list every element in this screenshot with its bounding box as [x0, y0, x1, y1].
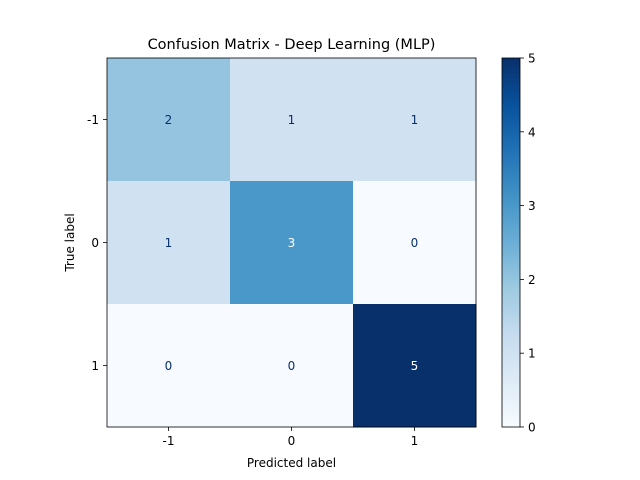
cell-value-label: 1	[288, 113, 296, 127]
colorbar-tick-label: 4	[528, 125, 536, 139]
cell-value-label: 0	[411, 236, 419, 250]
heatmap-cell	[107, 58, 231, 182]
heatmap-cell	[230, 58, 354, 182]
y-tick-label: -1	[87, 113, 99, 127]
heatmap-cell	[107, 304, 231, 428]
colorbar-tick-label: 0	[528, 421, 536, 435]
chart-title: Confusion Matrix - Deep Learning (MLP)	[148, 37, 436, 53]
x-axis-label: Predicted label	[247, 456, 336, 470]
x-tick-label: 1	[411, 434, 419, 448]
heatmap-cell	[230, 304, 354, 428]
colorbar-tick-label: 2	[528, 273, 536, 287]
y-axis-label: True label	[63, 213, 77, 272]
colorbar-tick-label: 5	[528, 52, 536, 66]
cell-value-label: 0	[165, 359, 173, 373]
cell-value-label: 5	[411, 359, 419, 373]
cell-value-label: 3	[288, 236, 296, 250]
heatmap-cell	[353, 304, 477, 428]
heatmap-cell	[230, 181, 354, 305]
heatmap-cell	[353, 181, 477, 305]
colorbar-tick-label: 1	[528, 347, 536, 361]
heatmap-cell	[107, 181, 231, 305]
y-tick-label: 1	[91, 359, 99, 373]
cell-value-label: 1	[411, 113, 419, 127]
x-tick-label: -1	[163, 434, 175, 448]
cell-value-label: 1	[165, 236, 173, 250]
y-axis-ticks: -1 0 1	[87, 113, 107, 373]
cell-value-label: 0	[288, 359, 296, 373]
colorbar-ticks: 0 1 2 3 4 5	[520, 52, 536, 435]
colorbar-tick-label: 3	[528, 199, 536, 213]
heatmap-cell	[353, 58, 477, 182]
cell-value-label: 2	[165, 113, 173, 127]
heatmap-cells	[107, 58, 477, 428]
y-tick-label: 0	[91, 236, 99, 250]
heatmap-cell-labels: 2 1 1 1 3 0 0 0 5	[165, 113, 419, 373]
x-axis-ticks: -1 0 1	[163, 427, 419, 448]
x-tick-label: 0	[288, 434, 296, 448]
colorbar	[501, 57, 521, 428]
